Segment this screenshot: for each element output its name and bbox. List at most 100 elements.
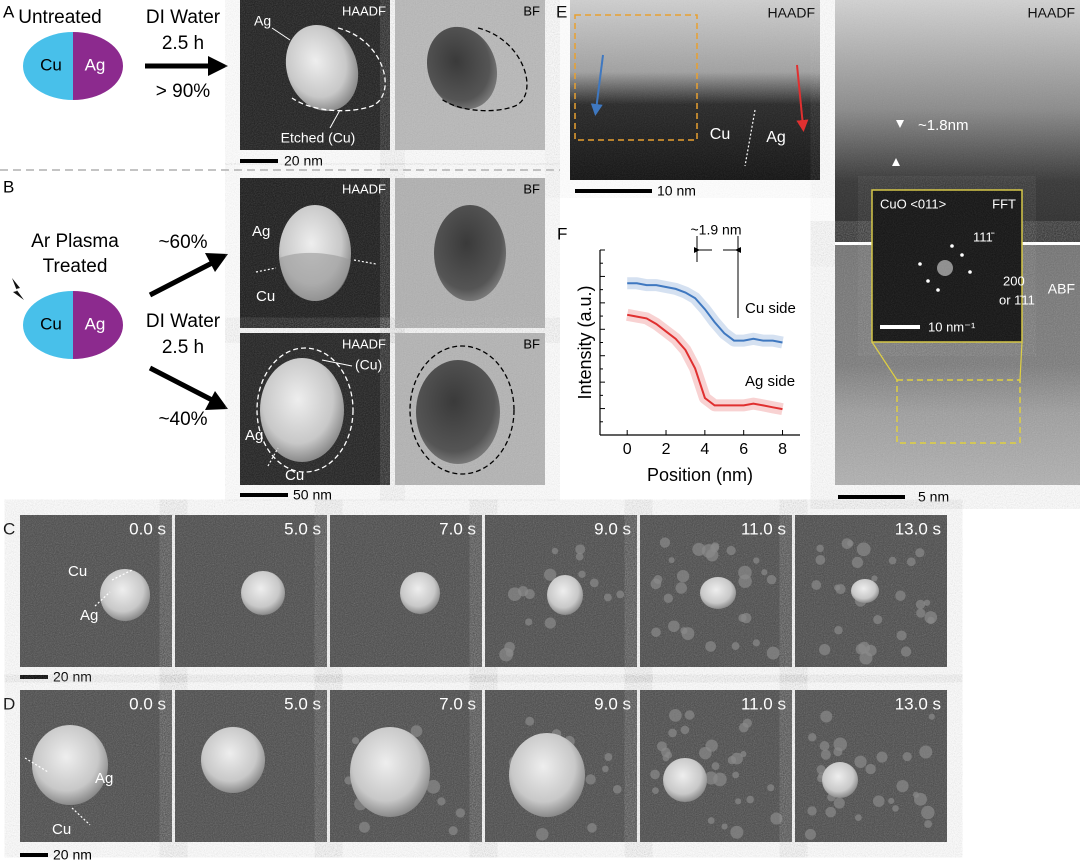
debris [770,812,783,825]
interface [71,807,91,826]
label: Cu [285,467,304,484]
fft-spot [926,279,930,283]
label: 5.0 s [284,694,321,713]
scan-arrow [796,64,809,132]
debris [448,826,458,836]
label: 0.0 s [129,519,166,538]
cu-region [279,252,351,301]
particle [32,725,108,805]
debris [665,751,673,759]
label: > 90% [156,81,211,102]
label: C [3,519,15,538]
label: 13.0 s [895,694,941,713]
label: HAADF [342,3,386,18]
label: 9.0 s [594,694,631,713]
label: Ar Plasma [31,231,119,252]
label: Ag [252,223,270,240]
label: Cu [256,288,275,305]
scan-arrow [590,54,604,116]
ag-half [73,291,123,359]
debris [603,593,612,602]
arrow-head [208,56,228,76]
x-tick-label: 2 [662,441,671,458]
debris [892,805,899,812]
debris [650,769,660,780]
debris [819,644,831,656]
particle [241,571,285,615]
debris [536,827,549,841]
dashed-outline [256,347,354,473]
label: Ag [85,314,106,333]
particle [201,727,265,793]
particle [285,24,359,112]
debris [896,630,907,641]
dashed-outline [439,27,528,112]
debris [602,765,609,773]
label: 13.0 s [895,519,941,538]
debris [902,752,912,762]
label: 7.0 s [439,519,476,538]
label: HAADF [768,5,815,21]
debris [710,543,719,553]
label: 50 nm [293,487,332,503]
marker [892,158,900,166]
debris [663,593,673,603]
debris [732,771,740,779]
debris [726,545,736,556]
debris [721,823,728,830]
x-tick-label: 6 [739,441,748,458]
label: ~60% [158,232,207,253]
ag-half [73,32,123,100]
particle [416,360,500,464]
particle [350,727,430,817]
debris [455,808,466,818]
label: Cu [40,55,62,74]
debris [543,568,557,581]
dashed-outline [291,27,386,112]
pointer [321,359,353,367]
debris [676,569,690,583]
particle [509,733,585,817]
debris [811,580,822,590]
label: 20 nm [53,847,92,863]
zoom-line [871,341,898,381]
label: 10 nm⁻¹ [928,319,976,334]
debris [587,822,597,833]
debris [895,590,906,601]
debris [650,578,662,590]
fft-spot [936,288,940,292]
debris [680,725,690,735]
debris [589,578,599,588]
interface [267,447,279,467]
debris [753,557,760,564]
label: Cu [40,314,62,333]
debris [855,643,867,655]
label: Ag [95,770,113,787]
label: Ag [85,55,106,74]
debris [819,741,830,751]
debris [807,806,817,816]
label: BF [523,336,540,351]
label: B [3,177,14,196]
debris [652,787,659,794]
arrow-head [205,391,228,410]
debris [900,646,912,657]
label: 20 nm [284,153,323,169]
debris [873,615,883,625]
pointer [271,27,291,41]
debris [808,733,817,742]
label: F [557,224,567,243]
debris [906,557,916,567]
debris [731,642,740,651]
arrow [148,259,216,298]
debris [834,584,841,591]
particle [700,577,736,609]
debris [659,537,671,548]
debris [585,774,596,785]
label: DI Water [146,7,221,28]
debris [876,751,888,763]
label: FFT [992,196,1016,211]
label: HAADF [342,336,386,351]
label: 7.0 s [439,694,476,713]
debris [854,755,867,768]
